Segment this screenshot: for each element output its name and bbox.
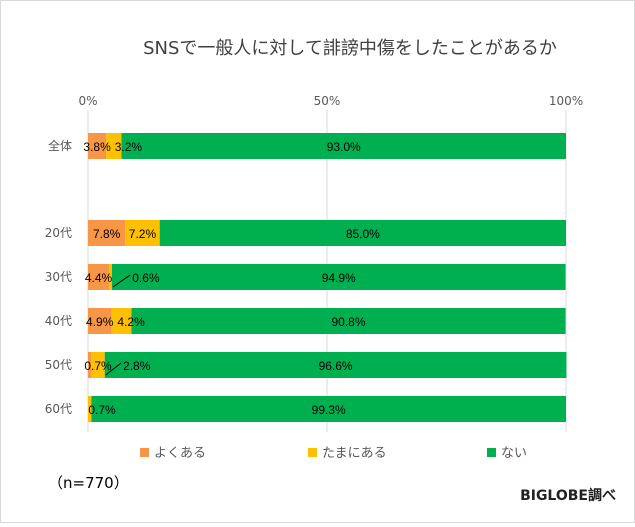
sample-size-note: （n=770） [48, 474, 129, 492]
bar-よくある [88, 220, 126, 246]
legend-swatch-よくある [140, 448, 149, 457]
leader-line [105, 362, 122, 376]
data-label: 3.2% [115, 140, 143, 154]
data-label: 7.2% [129, 227, 157, 241]
data-label: 7.8% [93, 227, 121, 241]
data-label: 96.6% [319, 359, 353, 373]
chart-title: SNSで一般人に対して誹謗中傷をしたことがあるか [143, 38, 557, 59]
bar-よくある [88, 264, 110, 290]
bar-よくある [88, 308, 112, 334]
x-tick-label: 0% [78, 94, 97, 108]
category-label: 全体 [48, 138, 72, 153]
leader-line [112, 274, 131, 288]
data-label: 93.0% [327, 140, 361, 154]
legend-label: たまにある [322, 446, 387, 461]
category-label: 50代 [45, 358, 72, 372]
data-label: 85.0% [346, 227, 380, 241]
data-label: 4.4% [85, 271, 113, 285]
data-label: 0.7% [84, 359, 112, 373]
data-label: 0.7% [88, 403, 116, 417]
category-label: 20代 [45, 226, 72, 240]
bar-ない [91, 396, 566, 422]
bar-たまにある [106, 133, 122, 159]
bar-たまにある [109, 264, 112, 290]
bar-よくある [88, 352, 92, 378]
bar-ない [121, 133, 567, 159]
bar-たまにある [88, 396, 92, 422]
x-tick-label: 100% [549, 94, 583, 108]
bar-たまにある [111, 308, 132, 334]
legend-swatch-たまにある [308, 448, 317, 457]
bar-よくある [88, 133, 107, 159]
category-label: 30代 [45, 270, 72, 284]
data-label: 3.8% [83, 140, 111, 154]
bar-たまにある [125, 220, 160, 246]
bar-たまにある [91, 352, 105, 378]
legend-label: ない [501, 446, 527, 461]
data-label: 4.9% [86, 315, 114, 329]
data-label: 2.8% [123, 359, 151, 373]
credit-label: BIGLOBE調べ [520, 487, 616, 504]
category-label: 60代 [45, 402, 72, 416]
data-label: 0.6% [132, 271, 160, 285]
legend-swatch-ない [487, 448, 496, 457]
bar-ない [111, 264, 566, 290]
bar-ない [104, 352, 567, 378]
bar-ない [131, 308, 566, 334]
legend-label: よくある [154, 446, 206, 461]
data-label: 94.9% [322, 271, 356, 285]
category-label: 40代 [45, 314, 72, 328]
data-label: 4.2% [117, 315, 145, 329]
data-label: 90.8% [331, 315, 365, 329]
x-tick-label: 50% [314, 94, 341, 108]
bar-ない [159, 220, 566, 246]
data-label: 99.3% [312, 403, 346, 417]
